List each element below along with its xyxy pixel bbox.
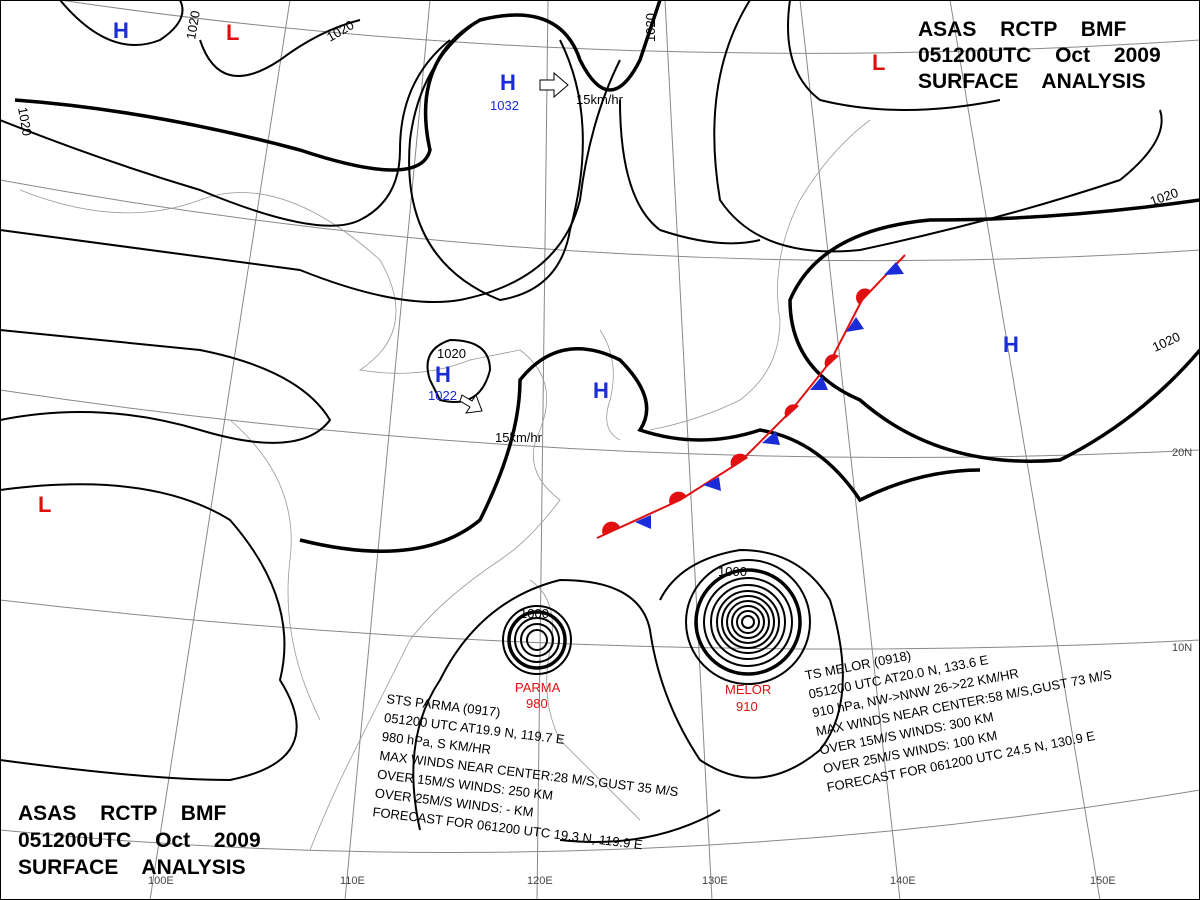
motion-arrow [459, 393, 483, 414]
isobar-label: 1000 [718, 564, 747, 579]
high-symbol: H [435, 362, 451, 387]
latitude-label: 10N [1172, 642, 1192, 654]
latitude-label: 20N [1172, 447, 1192, 459]
longitude-label: 100E [148, 875, 174, 887]
high-symbol: H [500, 70, 516, 95]
front [596, 254, 906, 539]
center-pressure: 1022 [428, 388, 457, 403]
header-line: SURFACE ANALYSIS [918, 70, 1146, 93]
high-symbol: H [1003, 332, 1019, 357]
isobar-label: 1020 [15, 106, 35, 137]
longitude-label: 120E [527, 875, 553, 887]
longitude-label: 140E [890, 875, 916, 887]
longitude-label: 130E [702, 875, 728, 887]
isobar-label: 1000 [520, 606, 549, 621]
storm-pressure: 980 [526, 696, 548, 711]
header-line: SURFACE ANALYSIS [18, 856, 246, 879]
isobar-label: 1020 [643, 13, 658, 42]
header-line: 051200UTC Oct 2009 [918, 44, 1161, 67]
low-symbol: L [872, 50, 885, 75]
longitude-label: 110E [340, 875, 365, 887]
isobar-label: 1020 [183, 9, 203, 40]
isobar-label: 1020 [437, 346, 466, 361]
high-symbol: H [593, 378, 609, 403]
header-line: 051200UTC Oct 2009 [18, 829, 261, 852]
motion-speed: 15km/hr [495, 430, 543, 445]
longitude-label: 150E [1090, 875, 1116, 887]
storm-name: MELOR [725, 682, 771, 697]
motion-speed: 15km/hr [576, 92, 624, 107]
low-symbol: L [226, 20, 239, 45]
header-line: ASAS RCTP BMF [18, 802, 226, 825]
storm-name: PARMA [515, 680, 561, 695]
high-symbol: H [113, 18, 129, 43]
header-line: ASAS RCTP BMF [918, 18, 1126, 41]
center-pressure: 1032 [490, 98, 519, 113]
storm-pressure: 910 [736, 699, 758, 714]
motion-arrow [539, 71, 569, 99]
low-symbol: L [38, 492, 51, 517]
isobars [0, 0, 1200, 843]
